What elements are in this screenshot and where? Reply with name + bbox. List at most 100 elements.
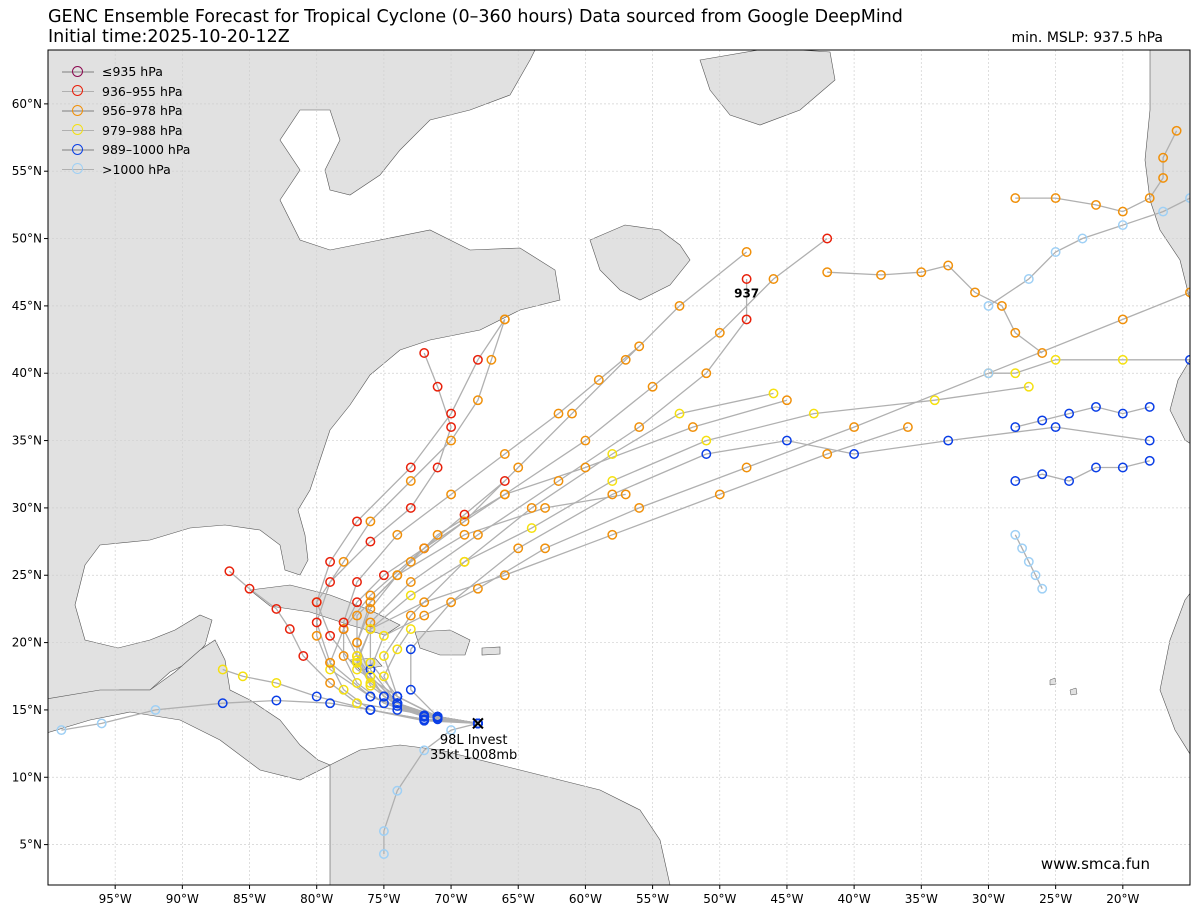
lat-tick-label: 20°N xyxy=(12,636,42,650)
track-line xyxy=(356,251,748,725)
track-point xyxy=(916,267,927,278)
track-point xyxy=(352,698,362,709)
track-point xyxy=(432,529,443,540)
track-point xyxy=(1117,354,1128,365)
lat-tick-label: 40°N xyxy=(12,366,42,380)
track-point xyxy=(432,713,443,723)
track-point xyxy=(983,368,994,379)
legend-marker-icon xyxy=(72,85,83,97)
track-point xyxy=(378,849,389,859)
track-point xyxy=(352,577,362,587)
track-point xyxy=(1117,408,1128,419)
track-line xyxy=(410,426,1150,725)
track-point xyxy=(1050,193,1061,204)
lon-tick-label: 45°W xyxy=(770,892,803,906)
track-point xyxy=(1023,556,1034,567)
storm-intensity: 35kt 1008mb xyxy=(430,748,518,763)
land-islands xyxy=(1049,677,1078,696)
track-point xyxy=(325,577,336,587)
track-point xyxy=(378,651,389,661)
track-line xyxy=(988,197,1190,307)
longitude-axis: 95°W 90°W 85°W 80°W 75°W 70°W 65°W 60°W 55°W 50°W… xyxy=(99,885,1140,906)
track-point xyxy=(96,718,107,729)
track-point xyxy=(365,597,376,608)
track-point xyxy=(607,449,618,459)
track-point xyxy=(365,590,376,601)
legend-label: 936–955 hPa xyxy=(102,83,183,99)
track-point xyxy=(1023,274,1034,284)
legend-marker-icon xyxy=(72,163,83,175)
track-point xyxy=(781,435,792,446)
track-line xyxy=(827,264,1043,354)
track-point xyxy=(459,556,470,567)
lat-tick-label: 5°N xyxy=(19,838,42,852)
track-point xyxy=(405,476,416,486)
graticule xyxy=(48,50,1190,885)
forecast-points xyxy=(56,125,1190,859)
legend-marker-icon xyxy=(72,124,83,136)
track-point xyxy=(607,476,618,486)
storm-annotation: 98L Invest 35kt 1008mb xyxy=(430,733,517,763)
track-point xyxy=(499,570,510,581)
track-point xyxy=(472,529,483,540)
track-point xyxy=(352,516,362,527)
track-point xyxy=(352,651,362,661)
track-point xyxy=(446,422,457,433)
map-frame xyxy=(47,49,1191,886)
legend-label: ≤935 hPa xyxy=(102,64,163,80)
track-point xyxy=(1158,172,1169,183)
track-point xyxy=(392,698,403,709)
track-point xyxy=(1077,233,1088,244)
track-point xyxy=(1037,583,1048,594)
track-point xyxy=(472,583,483,594)
track-point xyxy=(365,704,376,715)
track-point xyxy=(607,529,618,540)
track-point xyxy=(1117,314,1128,325)
track-point xyxy=(1117,462,1128,473)
track-point xyxy=(1037,415,1048,426)
track-point xyxy=(352,678,362,688)
track-point xyxy=(446,725,457,736)
track-point xyxy=(499,476,510,486)
track-point xyxy=(902,422,913,433)
lat-tick-label: 50°N xyxy=(12,232,42,246)
track-point xyxy=(741,462,752,473)
land-greenland xyxy=(699,50,836,126)
track-point xyxy=(1030,570,1041,581)
track-point xyxy=(378,630,389,641)
lon-tick-label: 35°W xyxy=(905,892,938,906)
track-point xyxy=(271,678,282,688)
track-point xyxy=(405,556,416,567)
track-point xyxy=(1091,462,1101,473)
track-point xyxy=(56,725,67,736)
lon-tick-label: 20°W xyxy=(1106,892,1139,906)
track-point xyxy=(499,449,510,459)
legend-item: 936–955 hPa xyxy=(62,82,190,102)
track-point xyxy=(1017,543,1028,554)
track-point xyxy=(325,664,336,675)
lon-tick-label: 55°W xyxy=(636,892,669,906)
track-point xyxy=(1144,455,1155,466)
track-point xyxy=(1037,469,1048,480)
lat-tick-label: 55°N xyxy=(12,164,42,178)
track-point xyxy=(741,247,752,257)
track-point xyxy=(1023,381,1034,392)
lat-tick-label: 35°N xyxy=(12,434,42,448)
track-point xyxy=(513,543,524,554)
track-point xyxy=(392,785,403,796)
track-point xyxy=(271,603,282,614)
track-point xyxy=(983,300,994,311)
track-point xyxy=(237,671,248,682)
land-north-america xyxy=(48,50,561,700)
storm-name: 98L Invest xyxy=(439,733,508,748)
track-point xyxy=(446,408,457,419)
track-point xyxy=(325,657,336,668)
track-point xyxy=(943,435,954,446)
lon-tick-label: 95°W xyxy=(99,892,132,906)
track-point xyxy=(472,354,483,365)
lon-tick-label: 65°W xyxy=(502,892,535,906)
legend-item: 989–1000 hPa xyxy=(62,140,190,160)
lon-tick-label: 70°W xyxy=(434,892,467,906)
track-point xyxy=(1185,193,1190,204)
